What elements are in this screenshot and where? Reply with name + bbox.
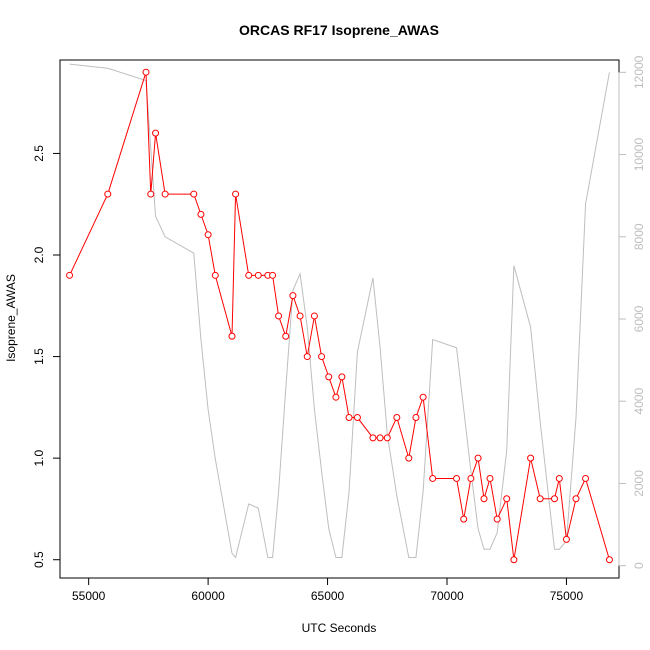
- series-primary-point: [467, 474, 475, 482]
- series-primary-point: [190, 190, 198, 198]
- series-primary-point: [582, 474, 590, 482]
- series-primary-point: [245, 271, 253, 279]
- series-primary-point: [510, 556, 518, 564]
- y-tick-label: 2.5: [32, 145, 46, 162]
- series-secondary-line: [69, 63, 610, 559]
- series-primary-point: [338, 373, 346, 381]
- y2-tick-label: 8000: [632, 223, 646, 250]
- series-layer: [66, 63, 613, 564]
- series-primary-point: [376, 434, 384, 442]
- y2-tick-label: 12000: [632, 55, 646, 89]
- series-primary-point: [405, 454, 413, 462]
- y-axis-left: 0.5 1.0 1.5 2.0 2.5: [32, 145, 61, 568]
- y2-tick-label: 0: [632, 562, 646, 569]
- series-primary-point: [345, 414, 353, 422]
- series-primary-point: [412, 414, 420, 422]
- series-primary-point: [551, 495, 558, 503]
- y2-tick-label: 2000: [632, 470, 646, 497]
- series-primary-point: [503, 495, 511, 503]
- series-primary-point: [480, 495, 488, 503]
- series-secondary: [69, 63, 610, 559]
- series-primary-point: [296, 312, 304, 320]
- series-primary-point: [429, 474, 437, 482]
- series-primary-point: [493, 515, 501, 523]
- series-primary-point: [332, 393, 340, 401]
- series-primary-point: [527, 454, 535, 462]
- series-primary-point: [66, 271, 74, 279]
- series-primary-point: [310, 312, 318, 320]
- series-primary-point: [325, 373, 333, 381]
- series-primary-point: [383, 434, 391, 442]
- series-primary-point: [453, 474, 461, 482]
- x-tick-label: 75000: [550, 589, 584, 603]
- series-primary-point: [562, 535, 570, 543]
- x-axis-label: UTC Seconds: [302, 621, 377, 635]
- y2-tick-label: 6000: [632, 305, 646, 332]
- series-primary-point: [486, 474, 494, 482]
- series-primary-point: [536, 495, 544, 503]
- series-primary-point: [211, 271, 219, 279]
- series-primary-point: [282, 332, 290, 340]
- series-primary-point: [232, 190, 240, 198]
- series-primary-point: [393, 414, 401, 422]
- x-tick-label: 65000: [311, 589, 345, 603]
- x-tick-label: 55000: [72, 589, 106, 603]
- series-primary-point: [555, 474, 563, 482]
- series-primary-point: [275, 312, 283, 320]
- series-primary-point: [197, 210, 205, 218]
- x-tick-label: 70000: [430, 589, 464, 603]
- y-axis-label: Isoprene_AWAS: [4, 274, 18, 362]
- series-primary-point: [289, 292, 297, 300]
- series-primary-point: [605, 556, 613, 564]
- series-primary-point: [303, 353, 311, 361]
- y2-tick-label: 10000: [632, 138, 646, 172]
- series-primary-point: [269, 271, 277, 279]
- y-axis-right: 0 2000 4000 6000 8000 10000 12000: [618, 55, 646, 569]
- series-primary-point: [572, 495, 580, 503]
- series-primary-point: [254, 271, 262, 279]
- x-tick-label: 60000: [191, 589, 225, 603]
- series-primary-point: [460, 515, 468, 523]
- y2-tick-label: 4000: [632, 388, 646, 415]
- series-primary-point: [161, 190, 169, 198]
- series-primary-point: [204, 231, 212, 239]
- series-primary-point: [474, 454, 482, 462]
- series-primary-point: [419, 393, 427, 401]
- x-axis: 55000 60000 65000 70000 75000: [72, 577, 584, 603]
- series-primary-point: [142, 68, 150, 76]
- series-primary: [66, 68, 613, 564]
- series-primary-point: [104, 190, 112, 198]
- series-primary-point: [147, 190, 155, 198]
- y-tick-label: 1.0: [32, 449, 46, 466]
- series-primary-point: [318, 353, 326, 361]
- series-primary-point: [353, 414, 361, 422]
- y-tick-label: 0.5: [32, 551, 46, 568]
- chart-title: ORCAS RF17 Isoprene_AWAS: [239, 22, 439, 38]
- series-primary-point: [152, 129, 160, 137]
- plot-box: [59, 59, 620, 579]
- y-tick-label: 2.0: [32, 246, 46, 263]
- series-primary-point: [228, 332, 236, 340]
- series-primary-point: [369, 434, 377, 442]
- y-tick-label: 1.5: [32, 348, 46, 365]
